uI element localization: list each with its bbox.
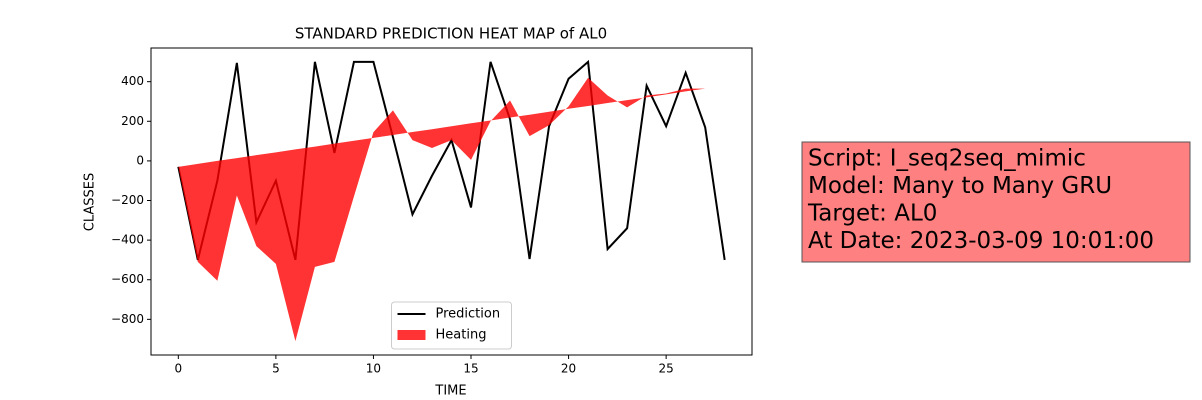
- x-tick-label: 0: [174, 362, 182, 376]
- y-tick-label: −600: [111, 272, 144, 286]
- heating-area: [178, 77, 725, 342]
- y-tick-label: −800: [111, 312, 144, 326]
- annotation-line: Script: I_seq2seq_mimic: [808, 146, 1086, 172]
- y-tick-label: 200: [121, 114, 144, 128]
- x-axis-label: TIME: [434, 384, 466, 399]
- x-tick-label: 15: [463, 362, 478, 376]
- y-axis-label: CLASSES: [83, 173, 98, 231]
- legend-swatch: [397, 330, 426, 340]
- annotation-line: Model: Many to Many GRU: [808, 173, 1112, 199]
- annotation-line: At Date: 2023-03-09 10:01:00: [808, 228, 1154, 254]
- y-tick-label: 400: [121, 74, 144, 88]
- annotation-line: Target: AL0: [807, 201, 937, 227]
- y-tick-label: −400: [111, 233, 144, 247]
- x-tick-label: 10: [366, 362, 381, 376]
- x-tick-label: 5: [272, 362, 280, 376]
- legend-label: Heating: [436, 328, 487, 343]
- y-tick-label: 0: [136, 153, 144, 167]
- x-tick-label: 25: [659, 362, 674, 376]
- x-tick-label: 20: [561, 362, 576, 376]
- y-tick-label: −200: [111, 193, 144, 207]
- chart-title: STANDARD PREDICTION HEAT MAP of AL0: [295, 25, 607, 43]
- plot-frame: [150, 47, 753, 356]
- annotation-box: [801, 141, 1191, 263]
- legend-label: Prediction: [436, 307, 501, 322]
